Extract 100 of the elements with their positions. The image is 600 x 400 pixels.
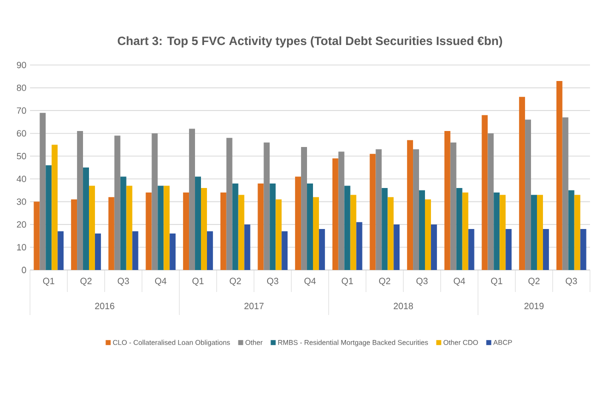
bar [238, 194, 244, 270]
bar [264, 142, 270, 270]
chart-title: Chart 3: Top 5 FVC Activity types (Total Debt Securities Issued €bn) [118, 36, 502, 48]
y-tick-label: 10 [17, 244, 26, 250]
bar [350, 194, 356, 270]
bar [108, 197, 114, 270]
bar [206, 231, 213, 270]
text: 2017 [244, 302, 264, 310]
bar [94, 234, 101, 270]
bar [562, 117, 568, 270]
bar [376, 149, 382, 270]
text: 2016 [95, 302, 114, 310]
bar [83, 168, 89, 270]
bar [456, 188, 462, 270]
bar [164, 186, 170, 270]
bar [34, 202, 40, 270]
bar [382, 188, 388, 270]
bar [370, 154, 376, 270]
bar [276, 199, 282, 270]
x-tick-label: Q4 [155, 278, 166, 286]
bar [519, 96, 526, 270]
bar [356, 222, 362, 270]
x-tick-label: Q3 [267, 278, 278, 286]
bar [200, 188, 207, 270]
bar [146, 192, 152, 270]
bar [52, 144, 58, 270]
bar [542, 229, 549, 270]
bar [580, 229, 586, 270]
text: 2018 [394, 302, 413, 310]
bar [494, 192, 500, 270]
bar [258, 183, 264, 270]
bar [332, 158, 338, 270]
bar [568, 190, 574, 270]
bar [468, 229, 474, 270]
y-tick-label: 80 [16, 84, 26, 91]
bar [531, 194, 537, 270]
bar [536, 194, 543, 270]
bar [244, 224, 250, 270]
bar [58, 231, 64, 270]
bar [183, 192, 190, 270]
bar [301, 147, 308, 270]
x-tick-label: Q3 [566, 278, 577, 286]
bar [424, 199, 431, 270]
bar [120, 176, 126, 270]
bar [71, 199, 78, 270]
bar [126, 186, 132, 270]
bar [556, 80, 562, 270]
bar [152, 133, 158, 270]
x-tick-label: Q2 [528, 278, 540, 286]
x-tick-label: Q1 [342, 278, 353, 286]
bar [419, 190, 425, 270]
x-tick-label: Q3 [118, 278, 129, 286]
y-tick-label: 30 [16, 198, 26, 205]
bar [46, 165, 52, 270]
bar [195, 176, 201, 270]
bar [525, 120, 532, 270]
x-tick-label: Q2 [379, 278, 390, 286]
bar [270, 183, 276, 270]
bar [506, 229, 512, 270]
text: 2019 [524, 302, 544, 310]
y-tick-label: 0 [22, 266, 26, 274]
y-tick-label: 60 [16, 130, 26, 137]
bar [344, 186, 350, 270]
bar [132, 231, 138, 270]
y-tick-label: 90 [16, 62, 26, 68]
bar [407, 140, 414, 270]
bar [574, 194, 580, 270]
x-tick-label: Q2 [230, 278, 241, 286]
y-tick-label: 40 [16, 176, 26, 182]
x-tick-label: Q4 [304, 278, 316, 286]
x-tick-label: Q2 [80, 278, 92, 286]
bar [500, 194, 506, 270]
x-tick-label: Q1 [192, 278, 204, 286]
bar [220, 192, 226, 270]
bar [226, 138, 232, 270]
bar [312, 197, 319, 270]
x-tick-label: Q3 [416, 278, 428, 286]
x-tick-label: Q1 [491, 278, 502, 286]
bar [114, 136, 120, 270]
bar [318, 229, 325, 270]
bar [189, 128, 196, 270]
y-tick-label: 70 [16, 107, 26, 114]
bar [307, 183, 313, 270]
bar [158, 186, 164, 270]
y-tick-label: 20 [16, 221, 26, 228]
bar [394, 224, 400, 270]
bar [170, 234, 176, 270]
y-tick-label: 50 [16, 152, 26, 160]
bar [444, 131, 450, 270]
x-tick-label: Q1 [43, 278, 54, 286]
bar [282, 231, 288, 270]
bar [413, 149, 420, 270]
bar [295, 176, 302, 270]
bar [462, 192, 468, 270]
bar [388, 197, 394, 270]
bar [430, 224, 437, 270]
bar [77, 131, 84, 270]
bar [450, 142, 456, 270]
bar [338, 152, 344, 270]
bar [40, 112, 46, 270]
